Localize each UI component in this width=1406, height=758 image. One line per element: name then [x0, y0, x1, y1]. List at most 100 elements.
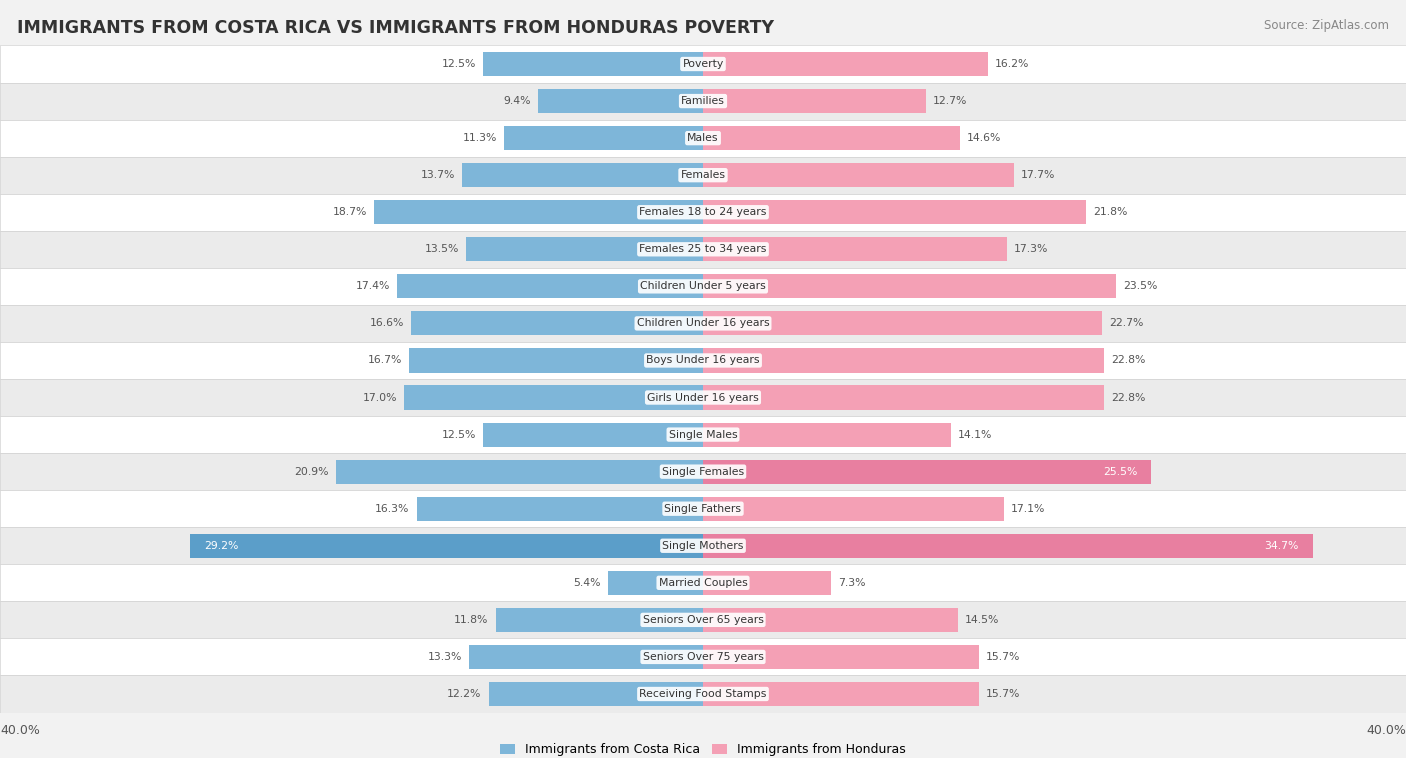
Bar — [416, 496, 703, 521]
Text: 29.2%: 29.2% — [204, 540, 238, 551]
Bar — [703, 274, 1116, 299]
Bar — [703, 200, 1087, 224]
Text: 40.0%: 40.0% — [1367, 724, 1406, 737]
Text: Families: Families — [681, 96, 725, 106]
FancyBboxPatch shape — [0, 564, 1406, 601]
Text: Children Under 16 years: Children Under 16 years — [637, 318, 769, 328]
FancyBboxPatch shape — [0, 490, 1406, 528]
Text: 14.1%: 14.1% — [957, 430, 993, 440]
Bar — [703, 571, 831, 595]
Bar — [703, 534, 1313, 558]
Text: 17.7%: 17.7% — [1021, 171, 1056, 180]
Bar — [398, 274, 703, 299]
Text: 13.5%: 13.5% — [425, 244, 458, 254]
Text: Females 25 to 34 years: Females 25 to 34 years — [640, 244, 766, 254]
Bar — [703, 422, 950, 446]
Bar — [703, 126, 960, 150]
Bar — [703, 459, 1152, 484]
FancyBboxPatch shape — [0, 379, 1406, 416]
Text: 12.5%: 12.5% — [441, 430, 477, 440]
Bar — [703, 645, 979, 669]
Bar — [703, 682, 979, 706]
Text: 40.0%: 40.0% — [0, 724, 39, 737]
Bar — [465, 237, 703, 262]
FancyBboxPatch shape — [0, 268, 1406, 305]
FancyBboxPatch shape — [0, 194, 1406, 230]
Bar — [703, 89, 927, 113]
Text: Single Females: Single Females — [662, 467, 744, 477]
Text: 21.8%: 21.8% — [1094, 207, 1128, 218]
Text: Girls Under 16 years: Girls Under 16 years — [647, 393, 759, 402]
Text: Males: Males — [688, 133, 718, 143]
FancyBboxPatch shape — [0, 416, 1406, 453]
Text: 18.7%: 18.7% — [333, 207, 367, 218]
Text: 15.7%: 15.7% — [986, 652, 1021, 662]
Bar — [463, 163, 703, 187]
Text: Source: ZipAtlas.com: Source: ZipAtlas.com — [1264, 19, 1389, 32]
Bar — [412, 312, 703, 336]
FancyBboxPatch shape — [0, 120, 1406, 157]
FancyBboxPatch shape — [0, 453, 1406, 490]
FancyBboxPatch shape — [0, 601, 1406, 638]
Bar — [537, 89, 703, 113]
Bar — [703, 312, 1102, 336]
FancyBboxPatch shape — [0, 528, 1406, 564]
Legend: Immigrants from Costa Rica, Immigrants from Honduras: Immigrants from Costa Rica, Immigrants f… — [499, 744, 907, 756]
Text: 12.5%: 12.5% — [441, 59, 477, 69]
Text: Single Fathers: Single Fathers — [665, 504, 741, 514]
Text: 23.5%: 23.5% — [1123, 281, 1157, 291]
Bar — [489, 682, 703, 706]
Text: 34.7%: 34.7% — [1264, 540, 1299, 551]
Text: 22.8%: 22.8% — [1111, 393, 1144, 402]
Text: IMMIGRANTS FROM COSTA RICA VS IMMIGRANTS FROM HONDURAS POVERTY: IMMIGRANTS FROM COSTA RICA VS IMMIGRANTS… — [17, 19, 773, 37]
Text: 13.3%: 13.3% — [427, 652, 463, 662]
FancyBboxPatch shape — [0, 305, 1406, 342]
Bar — [703, 386, 1104, 409]
Text: 22.7%: 22.7% — [1109, 318, 1143, 328]
Bar — [505, 126, 703, 150]
Bar — [703, 52, 987, 76]
Text: Receiving Food Stamps: Receiving Food Stamps — [640, 689, 766, 699]
Text: Boys Under 16 years: Boys Under 16 years — [647, 356, 759, 365]
Bar — [190, 534, 703, 558]
Text: 16.7%: 16.7% — [368, 356, 402, 365]
Text: 15.7%: 15.7% — [986, 689, 1021, 699]
Text: Poverty: Poverty — [682, 59, 724, 69]
FancyBboxPatch shape — [0, 638, 1406, 675]
Text: 17.1%: 17.1% — [1011, 504, 1045, 514]
Text: Married Couples: Married Couples — [658, 578, 748, 587]
Bar — [703, 237, 1007, 262]
FancyBboxPatch shape — [0, 83, 1406, 120]
Text: 9.4%: 9.4% — [503, 96, 531, 106]
Text: 20.9%: 20.9% — [294, 467, 329, 477]
Bar — [609, 571, 703, 595]
FancyBboxPatch shape — [0, 157, 1406, 194]
Bar — [374, 200, 703, 224]
Text: Females: Females — [681, 171, 725, 180]
Text: 22.8%: 22.8% — [1111, 356, 1144, 365]
FancyBboxPatch shape — [0, 230, 1406, 268]
Text: 7.3%: 7.3% — [838, 578, 866, 587]
Bar — [484, 52, 703, 76]
Text: 25.5%: 25.5% — [1102, 467, 1137, 477]
Text: 17.4%: 17.4% — [356, 281, 391, 291]
Bar — [409, 349, 703, 372]
Text: 14.6%: 14.6% — [967, 133, 1001, 143]
FancyBboxPatch shape — [0, 675, 1406, 713]
Bar — [470, 645, 703, 669]
Text: 5.4%: 5.4% — [574, 578, 602, 587]
Text: 12.7%: 12.7% — [934, 96, 967, 106]
Bar — [496, 608, 703, 632]
Text: Females 18 to 24 years: Females 18 to 24 years — [640, 207, 766, 218]
Text: Single Males: Single Males — [669, 430, 737, 440]
Bar — [336, 459, 703, 484]
Bar — [484, 422, 703, 446]
Text: 17.3%: 17.3% — [1014, 244, 1049, 254]
Text: 14.5%: 14.5% — [965, 615, 1000, 625]
Bar — [703, 608, 957, 632]
Text: 12.2%: 12.2% — [447, 689, 481, 699]
Text: Children Under 5 years: Children Under 5 years — [640, 281, 766, 291]
Text: Seniors Over 65 years: Seniors Over 65 years — [643, 615, 763, 625]
Bar — [703, 496, 1004, 521]
Text: 17.0%: 17.0% — [363, 393, 398, 402]
